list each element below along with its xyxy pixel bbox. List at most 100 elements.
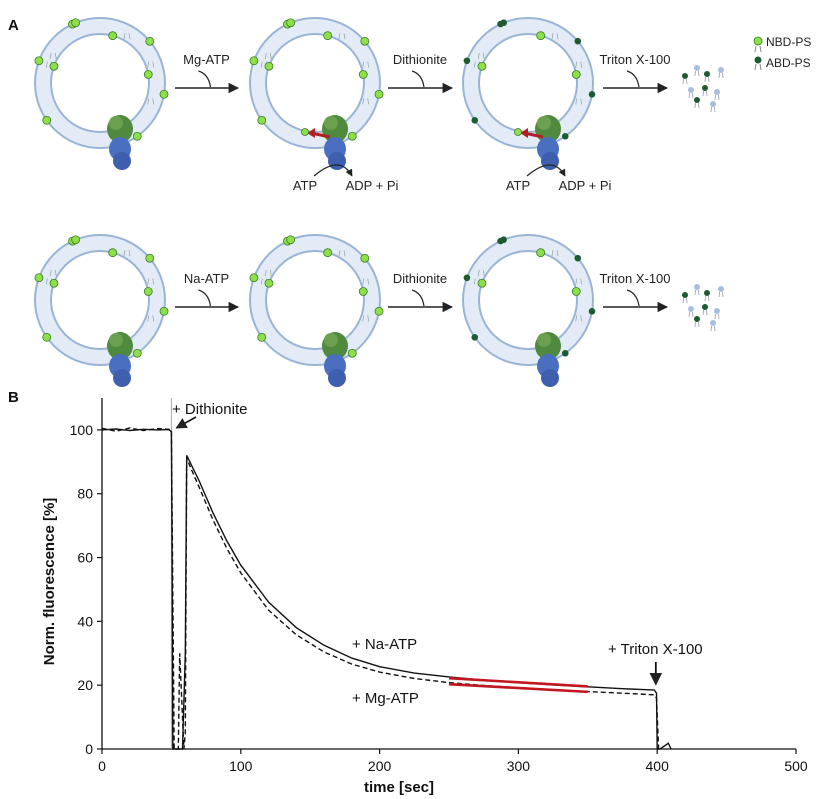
micelle-tail: [688, 92, 694, 99]
step-triton-1-curve: [626, 70, 640, 88]
inner-leaflet-lipid: [536, 248, 546, 258]
inner-membrane: [50, 33, 150, 133]
micelle-tail: [718, 72, 724, 79]
outer-membrane: [462, 234, 594, 366]
micelle-lipid: [718, 286, 724, 292]
micelle-lipid: [694, 97, 700, 103]
lipid-tail: [123, 33, 131, 40]
inner-leaflet-lipid: [571, 70, 581, 79]
vesicle-r1-1: [34, 17, 169, 170]
micelle-tail: [694, 289, 700, 296]
inner-leaflet-lipid: [358, 70, 368, 79]
protein-nucleotide-binding-domain: [113, 369, 131, 387]
step-triton-1: Triton X-100: [599, 52, 671, 94]
vesicle-r1-3: [462, 17, 596, 170]
step-mg-atp-curve: [198, 70, 212, 88]
fit-line-1: [448, 676, 588, 688]
micelle-tail: [702, 309, 708, 316]
fluorescence-chart: 0 100 200 300 400 500 0 20 40 60 80 100 time [sec] No…: [41, 398, 808, 796]
step-triton-1-label: Triton X-100: [599, 52, 670, 67]
outer-leaflet-lipid: [471, 333, 479, 341]
vesicle-r2-2: [249, 234, 384, 387]
outer-leaflet-lipid: [159, 89, 169, 99]
micelle-tail: [714, 94, 720, 101]
outer-leaflet-lipid: [145, 253, 155, 263]
bilayer-core: [35, 235, 165, 365]
micelle-tail: [694, 102, 700, 109]
inner-leaflet-lipid: [108, 248, 118, 258]
legend: NBD-PS ABD-PS: [753, 35, 811, 71]
outer-leaflet-lipid: [561, 132, 569, 140]
inner-leaflet-lipid: [323, 31, 333, 41]
x-axis-title: time [sec]: [364, 779, 434, 796]
annotation-mg-atp: + Mg-ATP: [352, 690, 419, 707]
inner-membrane: [478, 33, 578, 133]
legend-item-nbd-ps: NBD-PS: [753, 35, 811, 53]
micelle-lipid: [702, 304, 708, 310]
step-dithionite-1-curve: [411, 70, 425, 88]
lipid-tail: [264, 269, 272, 277]
micelle-lipid: [688, 306, 694, 312]
outer-leaflet-lipid: [249, 56, 259, 66]
micelle-lipid: [710, 320, 716, 326]
lipid-tail: [362, 315, 370, 322]
outer-membrane: [249, 17, 381, 149]
outer-leaflet-lipid: [132, 131, 142, 141]
protein-tm-detail: [324, 116, 338, 130]
outer-leaflet-lipid: [34, 56, 44, 66]
inner-leaflet-lipid: [264, 61, 274, 71]
lipid-tail: [123, 250, 131, 257]
outer-membrane: [34, 17, 166, 149]
outer-leaflet-lipid: [132, 348, 142, 358]
outer-membrane: [249, 234, 381, 366]
x-tick-label: 500: [784, 758, 808, 774]
outer-leaflet-lipid: [145, 36, 155, 46]
micelle-lipid: [694, 284, 700, 290]
lipid-tail: [49, 52, 57, 60]
vesicle-r2-1: [34, 234, 169, 387]
outer-leaflet-lipid: [347, 131, 357, 141]
step-triton-2: Triton X-100: [599, 271, 671, 313]
outer-leaflet-lipid: [71, 235, 81, 245]
micelle-lipid: [694, 65, 700, 71]
outer-leaflet-lipid: [471, 116, 479, 124]
y-tick-label: 0: [85, 741, 93, 757]
outer-membrane: [34, 234, 166, 366]
outer-leaflet-lipid: [34, 273, 44, 283]
micelle-lipid: [704, 290, 710, 296]
inner-leaflet-lipid: [323, 248, 333, 258]
outer-leaflet-lipid: [574, 254, 582, 262]
inner-membrane: [50, 250, 150, 350]
outer-leaflet-lipid: [463, 57, 471, 65]
panel-a-schematic: Mg-ATP Dithionite Triton X-100 Na-ATP Dithio…: [34, 17, 724, 387]
outer-leaflet-lipid: [374, 89, 384, 99]
step-dithionite-2: Dithionite: [388, 271, 454, 313]
flipped-lipid: [301, 128, 309, 136]
micelle-tail: [714, 313, 720, 320]
micelle-tail: [704, 76, 710, 83]
inner-leaflet-lipid: [108, 31, 118, 41]
nbd-ps-marker: [753, 36, 763, 46]
outer-leaflet-lipid: [257, 332, 267, 342]
outer-leaflet-lipid: [257, 115, 267, 125]
micelle-lipid: [702, 85, 708, 91]
vesicle-r2-3: [462, 234, 596, 387]
lipid-tail: [147, 315, 155, 322]
step-na-atp: Na-ATP: [175, 271, 240, 313]
step-mg-atp: Mg-ATP: [175, 52, 240, 94]
inner-leaflet-lipid: [49, 278, 59, 288]
lipid-tail: [575, 315, 583, 322]
outer-membrane: [462, 17, 594, 149]
lipid-tail: [477, 269, 485, 277]
step-dithionite-1-label: Dithionite: [393, 52, 447, 67]
step-dithionite-2-label: Dithionite: [393, 271, 447, 286]
inner-membrane: [265, 250, 365, 350]
annotation-na-atp: + Na-ATP: [352, 636, 417, 653]
flip-arrowhead: [307, 128, 315, 138]
micelle-tail: [694, 70, 700, 77]
annotation-dithionite: + Dithionite: [172, 401, 247, 418]
lipid-tail: [338, 33, 346, 40]
step-triton-2-curve: [626, 289, 640, 307]
inner-leaflet-lipid: [536, 31, 546, 41]
step-na-atp-curve: [198, 289, 212, 307]
